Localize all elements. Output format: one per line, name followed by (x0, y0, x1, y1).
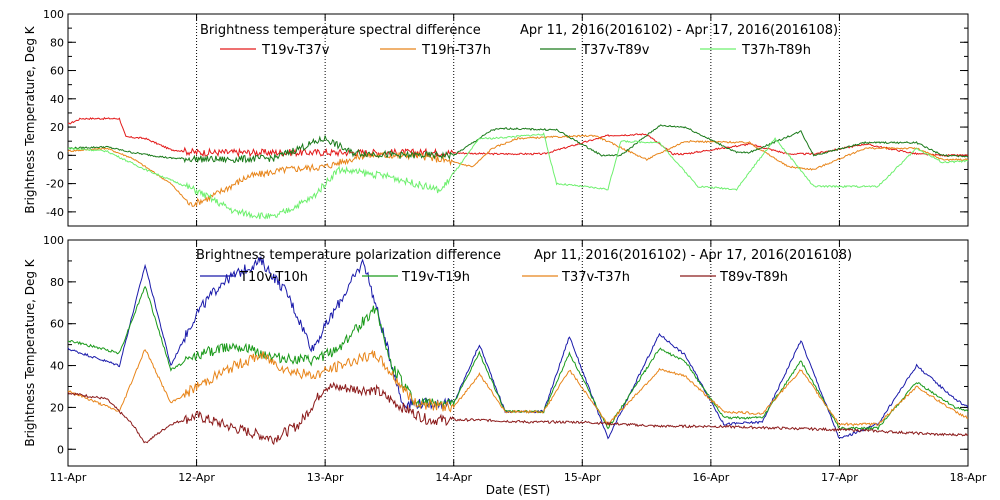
top-y-tick-label: 100 (43, 8, 64, 21)
top-y-tick-label: 60 (50, 65, 64, 78)
x-tick-label: 12-Apr (178, 471, 215, 484)
bottom-panel-date-range: Apr 11, 2016(2016102) - Apr 17, 2016(201… (534, 248, 852, 263)
top-legend-label-3: T37h-T89h (741, 43, 811, 58)
top-y-axis: -40 -20 0 20 40 60 80 100 (43, 8, 968, 219)
top-series-lines (67, 116, 969, 220)
bottom-series-line-t89v-t89h (67, 381, 969, 446)
bottom-y-tick-label: 40 (50, 360, 64, 373)
bottom-legend-label-1: T19v-T19h (401, 270, 470, 285)
top-panel: -40 -20 0 20 40 60 80 100 Brightness temperatur… (23, 8, 969, 227)
bottom-legend-label-2: T37v-T37h (561, 270, 630, 285)
bottom-y-tick-label: 100 (43, 234, 64, 247)
top-panel-date-range: Apr 11, 2016(2016102) - Apr 17, 2016(201… (520, 23, 838, 38)
x-tick-label: 11-Apr (50, 471, 87, 484)
top-vertical-gridlines (196, 14, 840, 226)
bottom-series-lines (67, 256, 969, 446)
top-legend-label-0: T19v-T37v (261, 43, 330, 58)
top-plot-frame (67, 13, 969, 227)
top-legend-label-2: T37v-T89v (581, 43, 650, 58)
bottom-y-tick-label: 80 (50, 276, 64, 289)
bottom-x-axis: 11-Apr 12-Apr 13-Apr 14-Apr 15-Apr 16-Apr 17-A… (50, 240, 987, 484)
top-panel-title: Brightness temperature spectral differen… (200, 23, 481, 38)
bottom-series-line-t19v-t19h (68, 285, 969, 431)
top-y-tick-label: -40 (46, 206, 64, 219)
bottom-y-tick-label: 20 (50, 401, 64, 414)
bottom-legend-label-0: T10v-T10h (239, 270, 308, 285)
top-x-ticks (67, 14, 969, 226)
bottom-y-axis-title: Brightness Temperature, Deg K (23, 258, 37, 446)
top-y-tick-label: 80 (50, 36, 64, 49)
bottom-series-line-t10v-t10h (67, 256, 969, 440)
top-series-line-t19v-t37v (67, 116, 969, 158)
top-y-axis-title: Brightness Temperature, Deg K (23, 25, 37, 213)
bottom-y-tick-label: 0 (57, 443, 64, 456)
top-series-line-t19h-t37h (67, 134, 969, 208)
top-legend-label-1: T19h-T37h (421, 43, 491, 58)
top-y-tick-label: 40 (50, 93, 64, 106)
top-series-line-t37v-t89v (67, 124, 969, 164)
x-tick-label: 16-Apr (692, 471, 729, 484)
x-tick-label: 17-Apr (821, 471, 858, 484)
x-tick-label: 15-Apr (564, 471, 601, 484)
bottom-panel-title: Brightness temperature polarization diff… (196, 248, 501, 263)
top-y-tick-label: -20 (46, 178, 64, 191)
bottom-series-line-t37v-t37h (67, 349, 969, 427)
bottom-panel: 0 20 40 60 80 100 11-Apr 12-Apr 13-Apr 14-Apr 15-… (23, 234, 987, 497)
bottom-plot-frame (67, 239, 969, 467)
top-y-tick-label: 20 (50, 121, 64, 134)
top-y-tick-label: 0 (57, 149, 64, 162)
x-tick-label: 14-Apr (435, 471, 472, 484)
bottom-legend: T10v-T10h T19v-T19h T37v-T37h T89v-T89h (200, 270, 788, 285)
x-tick-label: 13-Apr (307, 471, 344, 484)
top-series-line-t37h-t89h (68, 132, 969, 220)
bottom-legend-label-3: T89v-T89h (719, 270, 788, 285)
bottom-y-axis: 0 20 40 60 80 100 (43, 234, 968, 456)
top-legend: T19v-T37v T19h-T37h T37v-T89v T37h-T89h (220, 43, 811, 58)
bottom-y-tick-label: 60 (50, 318, 64, 331)
x-tick-label: 18-Apr (950, 471, 987, 484)
x-axis-title: Date (EST) (486, 483, 550, 497)
